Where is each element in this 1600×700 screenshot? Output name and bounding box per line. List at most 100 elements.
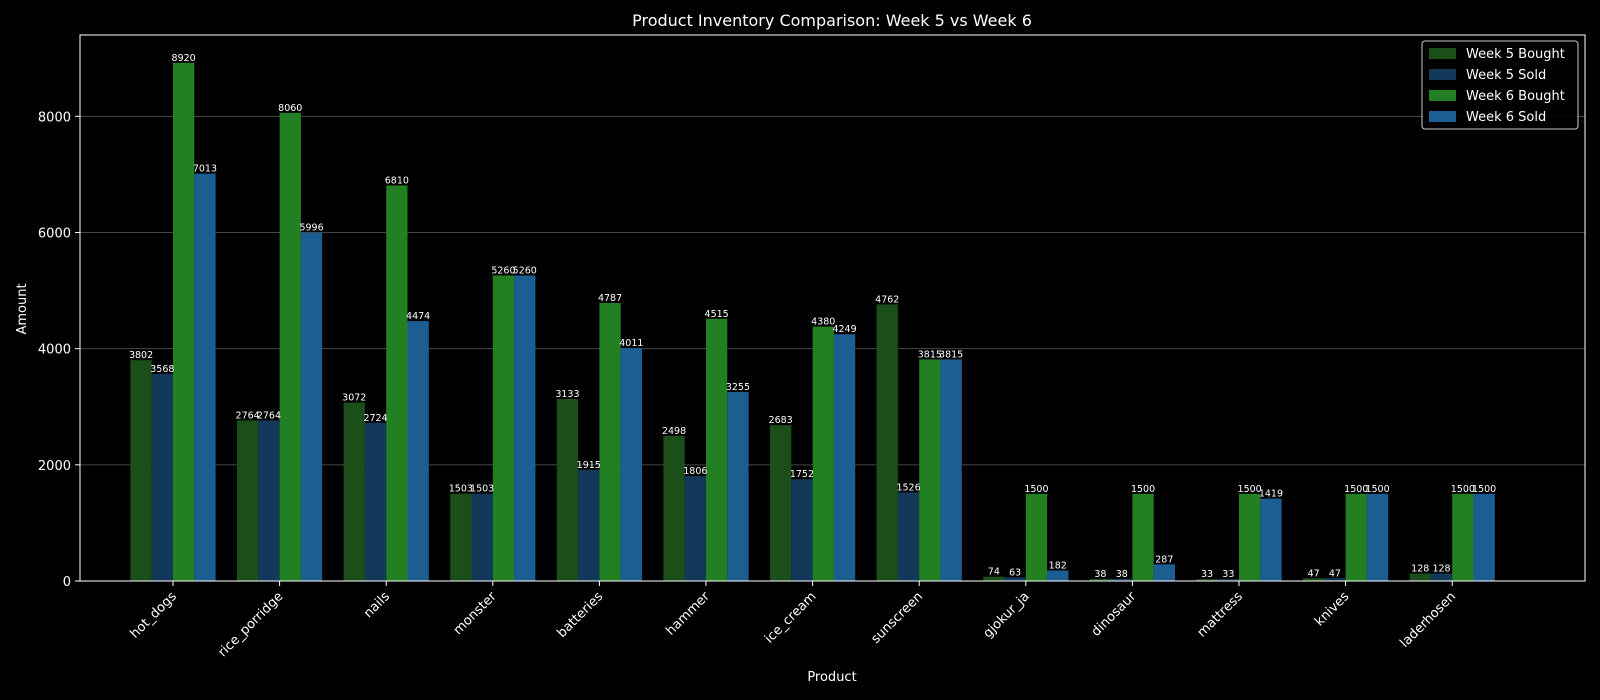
legend: Week 5 Bought Week 5 Sold Week 6 Bought Wee… <box>1421 40 1579 130</box>
bar-laderhosen-week-5-sold <box>1430 573 1453 581</box>
x-tick-label-sunscreen: sunscreen <box>868 589 926 647</box>
x-tick-label-laderhosen: laderhosen <box>1397 589 1459 651</box>
bar-ice_cream-week-6-sold <box>833 334 856 581</box>
bar-nails-week-6-bought <box>386 185 408 581</box>
bar-rice_porridge-week-6-sold <box>300 232 323 581</box>
legend-box <box>1421 40 1579 130</box>
legend-swatch <box>1429 90 1456 101</box>
bar-mattress-week-6-sold <box>1260 498 1282 581</box>
value-label: 7013 <box>193 164 217 175</box>
bar-dinosaur-week-5-sold <box>1111 578 1133 581</box>
value-label: 128 <box>1432 564 1450 575</box>
value-label: 2724 <box>363 413 387 424</box>
bar-sunscreen-week-6-sold <box>940 359 962 581</box>
bar-laderhosen-week-5-bought <box>1409 573 1431 581</box>
value-label: 47 <box>1308 568 1320 579</box>
value-label: 1500 <box>1024 484 1048 495</box>
bar-hot_dogs-week-5-bought <box>130 360 152 581</box>
value-label: 2683 <box>769 415 793 426</box>
value-label: 63 <box>1009 567 1021 578</box>
bar-gjokur_ja-week-6-sold <box>1047 570 1069 581</box>
value-label: 1500 <box>1472 484 1496 495</box>
value-label: 33 <box>1222 569 1234 580</box>
value-label: 8920 <box>172 53 196 64</box>
value-label: 4380 <box>811 317 835 328</box>
value-label: 1526 <box>896 482 920 493</box>
x-tick-label-nails: nails <box>361 589 393 621</box>
bar-hot_dogs-week-5-sold <box>151 373 173 581</box>
x-tick-label-hot_dogs: hot_dogs <box>127 589 180 642</box>
legend-swatch <box>1429 48 1456 59</box>
value-label: 1500 <box>1131 484 1155 495</box>
bar-ice_cream-week-6-bought <box>812 326 834 581</box>
bar-dinosaur-week-6-sold <box>1153 564 1175 581</box>
bar-hot_dogs-week-6-bought <box>173 62 195 581</box>
bar-knives-week-5-sold <box>1324 578 1346 581</box>
value-label: 182 <box>1049 560 1067 571</box>
value-label: 8060 <box>278 103 302 114</box>
legend-label: Week 6 Bought <box>1466 89 1565 104</box>
bar-hammer-week-6-sold <box>727 391 749 581</box>
bars <box>130 62 1495 581</box>
bar-hammer-week-5-bought <box>663 435 685 581</box>
bar-batteries-week-5-bought <box>556 399 579 581</box>
bar-batteries-week-6-bought <box>599 302 621 581</box>
value-label: 1806 <box>683 466 707 477</box>
value-label: 4011 <box>619 338 643 349</box>
bar-mattress-week-5-bought <box>1196 579 1218 581</box>
bar-monster-week-6-sold <box>514 275 536 581</box>
value-label: 3802 <box>129 350 153 361</box>
value-label: 4474 <box>406 311 430 322</box>
bar-batteries-week-5-sold <box>578 469 600 581</box>
x-tick-label-dinosaur: dinosaur <box>1089 589 1140 640</box>
bar-knives-week-5-bought <box>1303 578 1325 581</box>
value-label: 74 <box>988 567 1000 578</box>
x-tick-label-batteries: batteries <box>555 589 607 641</box>
value-label: 3072 <box>342 393 366 404</box>
y-tick-label: 6000 <box>38 226 71 241</box>
bar-gjokur_ja-week-5-bought <box>983 576 1005 581</box>
x-tick-label-gjokur_ja: gjokur_ja <box>981 589 1033 641</box>
value-label: 3815 <box>939 349 963 360</box>
bar-monster-week-5-sold <box>471 493 493 581</box>
value-label: 4762 <box>875 294 899 305</box>
bar-monster-week-5-bought <box>450 493 472 581</box>
y-tick-label: 2000 <box>38 459 71 474</box>
bar-knives-week-6-sold <box>1366 493 1389 581</box>
value-label: 3133 <box>555 389 579 400</box>
value-label: 33 <box>1201 569 1213 580</box>
value-label: 1915 <box>577 460 601 471</box>
bar-knives-week-6-bought <box>1345 493 1367 581</box>
x-tick-label-mattress: mattress <box>1195 589 1246 640</box>
bar-rice_porridge-week-5-sold <box>258 420 280 581</box>
y-tick-label: 8000 <box>38 110 71 125</box>
value-label: 1503 <box>449 484 473 495</box>
value-label: 38 <box>1116 569 1128 580</box>
value-label: 3255 <box>726 382 750 393</box>
bar-batteries-week-6-sold <box>620 348 642 581</box>
bar-monster-week-6-bought <box>492 275 515 581</box>
legend-label: Week 5 Bought <box>1466 47 1565 62</box>
bar-laderhosen-week-6-sold <box>1473 493 1495 581</box>
value-label: 47 <box>1329 568 1341 579</box>
bar-gjokur_ja-week-5-sold <box>1004 577 1026 581</box>
bar-sunscreen-week-5-sold <box>897 492 920 581</box>
bar-hammer-week-5-sold <box>684 476 706 581</box>
y-axis-label: Amount <box>15 283 30 334</box>
x-tick-label-ice_cream: ice_cream <box>762 589 819 646</box>
value-label: 5996 <box>299 223 323 234</box>
value-label: 4787 <box>598 293 622 304</box>
bar-hot_dogs-week-6-sold <box>194 173 216 581</box>
value-label: 4515 <box>705 309 729 320</box>
bar-hammer-week-6-bought <box>706 318 728 581</box>
value-label: 1500 <box>1344 484 1368 495</box>
bar-mattress-week-5-sold <box>1217 579 1239 581</box>
legend-swatch <box>1429 69 1456 80</box>
legend-label: Week 6 Sold <box>1466 110 1546 125</box>
bar-laderhosen-week-6-bought <box>1452 493 1474 581</box>
value-label: 2764 <box>236 410 260 421</box>
value-label: 128 <box>1411 564 1429 575</box>
value-label: 5260 <box>491 265 515 276</box>
value-label: 38 <box>1094 569 1106 580</box>
x-tick-label-knives: knives <box>1312 589 1352 629</box>
